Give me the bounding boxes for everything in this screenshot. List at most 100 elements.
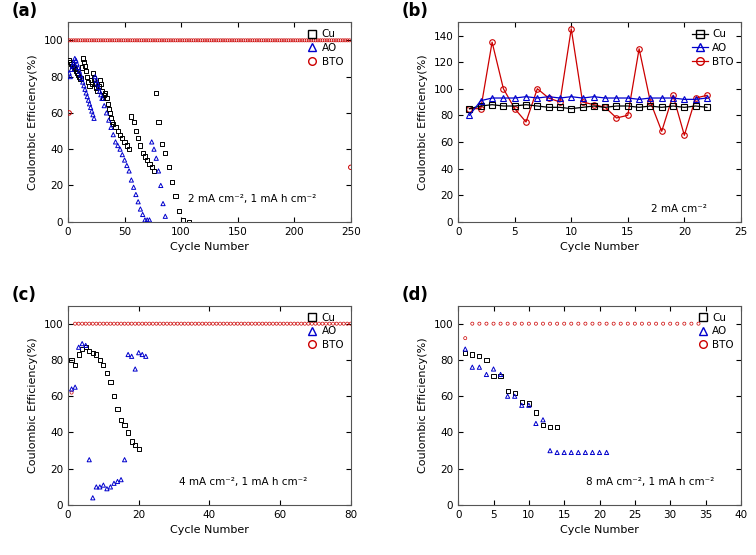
Point [76,63,88,72]
Point [73,67,85,75]
Y-axis label: Coulombic Efficiency(%): Coulombic Efficiency(%) [28,337,38,473]
Point [141,215,153,224]
Point [516,401,528,410]
Point [119,36,132,45]
Point [98,90,110,99]
Point [107,130,119,139]
Point [290,36,302,45]
Point [219,36,231,45]
Point [650,319,662,328]
Point [90,83,102,92]
Point [156,139,168,148]
Point [141,155,153,164]
Point [231,36,243,45]
Point [157,319,169,328]
Point [345,319,357,328]
X-axis label: Cycle Number: Cycle Number [560,242,639,252]
Point [237,36,249,45]
Point [288,319,300,328]
Point [341,36,353,45]
Point [70,67,82,75]
Point [99,36,111,45]
Point [317,319,329,328]
Point [643,319,655,328]
Point [310,36,322,45]
Point [74,36,86,45]
Point [136,350,148,359]
Point [167,36,179,45]
Point [181,36,193,45]
Point [203,36,215,45]
Point [636,319,648,328]
Point [101,36,113,45]
Point [83,36,95,45]
Point [537,319,549,328]
Point [125,175,138,184]
Point [90,76,102,85]
Point [89,72,101,81]
Text: 8 mA cm⁻², 1 mA h cm⁻²: 8 mA cm⁻², 1 mA h cm⁻² [587,477,714,487]
Y-axis label: Coulombic Efficiency(%): Coulombic Efficiency(%) [28,54,38,190]
Point [303,36,315,45]
Point [186,319,198,328]
Point [150,154,163,163]
Point [600,448,612,457]
Point [146,163,158,171]
Point [104,36,116,45]
Point [265,36,277,45]
Point [69,319,81,328]
Point [251,36,263,45]
Point [285,36,297,45]
Point [78,81,90,90]
Point [98,101,110,110]
Point [176,36,188,45]
Point [65,36,77,45]
Point [140,352,152,361]
Point [88,36,100,45]
Point [85,36,98,45]
Point [328,36,340,45]
Point [212,36,225,45]
Point [150,88,163,97]
Point [249,36,261,45]
Point [99,88,111,97]
Point [228,36,240,45]
Point [94,87,106,95]
Point [121,161,133,170]
Point [115,475,127,484]
Point [686,319,698,328]
Point [67,63,79,72]
Point [276,36,288,45]
Point [173,206,185,215]
Point [274,319,286,328]
Point [301,36,313,45]
Point [65,59,77,68]
Point [169,192,181,201]
Point [63,108,75,117]
Point [107,119,119,128]
Point [343,36,355,45]
Point [313,319,325,328]
Point [72,70,84,79]
Point [87,493,99,502]
Point [87,319,99,328]
Point [96,87,108,95]
Point [565,448,578,457]
Point [129,365,141,374]
Point [551,422,563,431]
Point [94,36,107,45]
Point [101,94,113,103]
Point [104,319,116,328]
Text: (a): (a) [11,2,38,20]
Point [92,36,104,45]
Point [110,123,122,132]
Point [146,138,158,147]
Point [148,145,160,154]
Point [271,36,284,45]
Point [263,319,275,328]
Point [147,36,159,45]
Point [156,36,168,45]
Point [338,319,350,328]
Point [192,36,204,45]
Point [210,36,222,45]
